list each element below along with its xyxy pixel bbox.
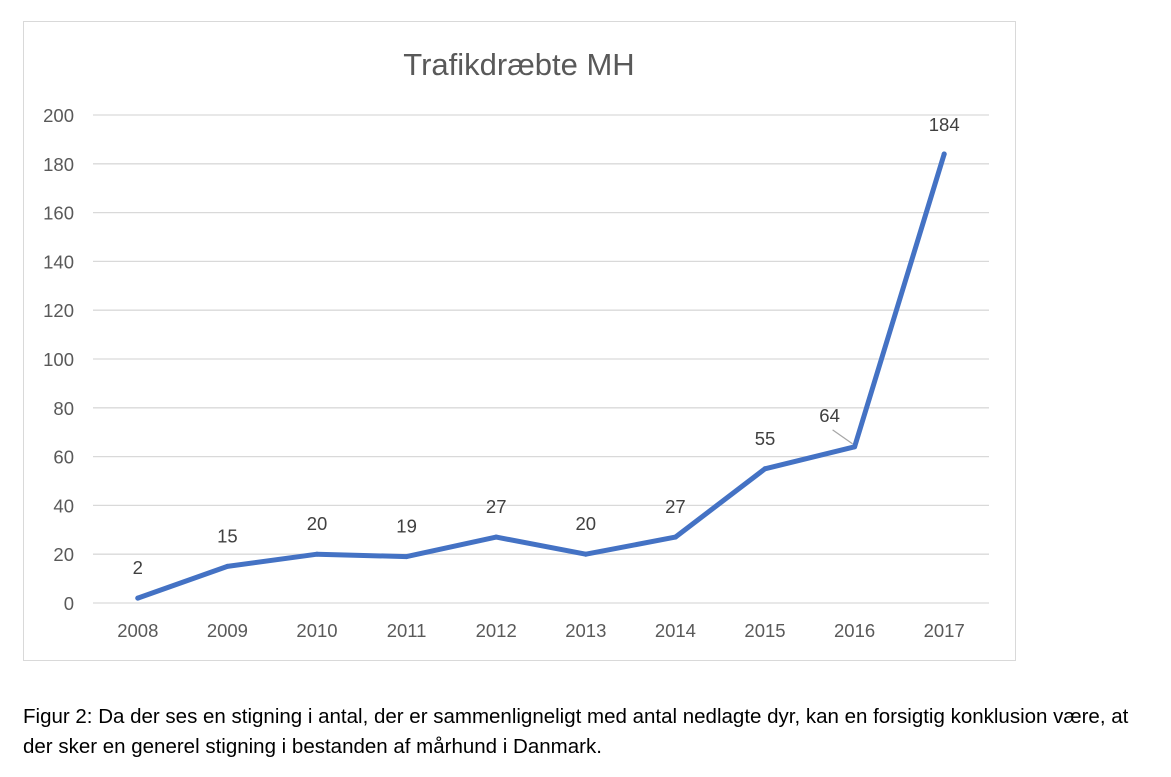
x-tick-label: 2008 (117, 620, 158, 641)
data-label: 2 (133, 557, 143, 578)
data-point (583, 551, 589, 557)
data-point (852, 444, 858, 450)
data-point (762, 466, 768, 472)
y-tick-label: 80 (53, 398, 74, 419)
data-label: 27 (486, 496, 507, 517)
x-tick-label: 2015 (744, 620, 785, 641)
data-point (314, 551, 320, 557)
x-tick-label: 2014 (655, 620, 696, 641)
y-tick-label: 180 (43, 154, 74, 175)
data-point (404, 554, 410, 560)
data-labels: 2 15 20 19 27 20 27 55 64 184 (133, 114, 960, 578)
x-tick-label: 2017 (924, 620, 965, 641)
x-tick-label: 2016 (834, 620, 875, 641)
data-label: 55 (755, 428, 776, 449)
data-label: 184 (929, 114, 960, 135)
data-label: 15 (217, 525, 238, 546)
data-point (672, 534, 678, 540)
series-line-layer (135, 151, 947, 601)
y-tick-label: 160 (43, 203, 74, 224)
data-point (941, 151, 947, 157)
x-axis-ticks: 2008 2009 2010 2011 2012 2013 2014 2015 2016 2017 (117, 620, 965, 641)
data-label: 19 (396, 516, 417, 537)
y-tick-label: 60 (53, 447, 74, 468)
data-point (493, 534, 499, 540)
x-tick-label: 2013 (565, 620, 606, 641)
x-tick-label: 2012 (476, 620, 517, 641)
y-tick-label: 0 (64, 593, 74, 614)
x-tick-label: 2010 (296, 620, 337, 641)
x-tick-label: 2011 (387, 620, 427, 641)
y-tick-label: 140 (43, 251, 74, 272)
y-tick-label: 200 (43, 105, 74, 126)
data-point (224, 563, 230, 569)
y-tick-label: 20 (53, 544, 74, 565)
y-tick-label: 40 (53, 495, 74, 516)
data-label: 27 (665, 496, 686, 517)
y-tick-label: 100 (43, 349, 74, 370)
figure-caption: Figur 2: Da der ses en stigning i antal,… (23, 705, 1129, 758)
y-axis-ticks: 0 20 40 60 80 100 120 140 160 180 200 (43, 105, 74, 614)
y-tick-label: 120 (43, 300, 74, 321)
data-label: 64 (819, 405, 840, 426)
series-line (135, 151, 947, 601)
line-chart: Trafikdræbte MH 0 20 40 60 80 100 120 140 160 180… (43, 47, 989, 641)
chart-title: Trafikdræbte MH (403, 47, 634, 82)
data-label: 20 (576, 513, 597, 534)
leader-line (832, 429, 853, 445)
gridlines (93, 114, 989, 604)
data-label: 20 (307, 513, 328, 534)
data-point (135, 595, 141, 601)
x-tick-label: 2009 (207, 620, 248, 641)
